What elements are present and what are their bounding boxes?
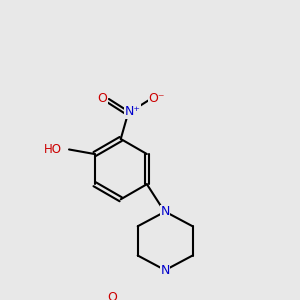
Text: HO: HO: [44, 143, 62, 156]
Text: N: N: [160, 205, 170, 218]
Text: O: O: [98, 92, 107, 105]
Text: O: O: [108, 291, 118, 300]
Text: N: N: [160, 264, 170, 277]
Text: O⁻: O⁻: [148, 92, 165, 105]
Text: N⁺: N⁺: [124, 105, 141, 118]
